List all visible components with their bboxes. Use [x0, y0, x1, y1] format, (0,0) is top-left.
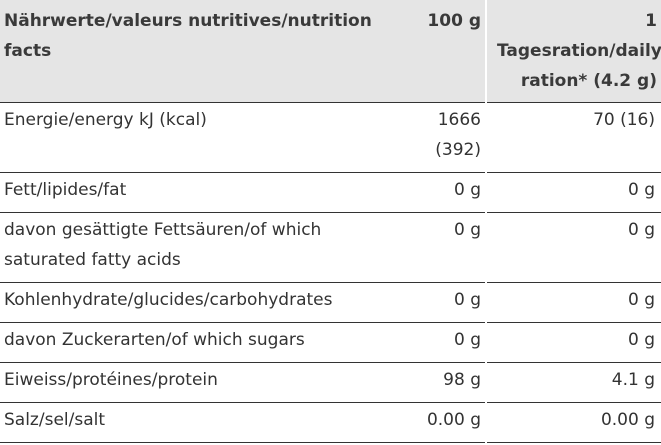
table-row-energy: Energie/energy kJ (kcal) 1666 (392) 70 (1…: [0, 102, 661, 173]
header-daily-ration-column: 1 Tagesration/daily ration* (4.2 g): [486, 0, 661, 103]
per-100g-value: 0 g: [390, 172, 487, 213]
table-row-salt: Salz/sel/salt 0.00 g 0.00 g: [0, 402, 661, 443]
daily-ration-value: 0 g: [486, 172, 661, 213]
nutrient-label: Eiweiss/protéines/protein: [0, 362, 390, 403]
table-row-fat: Fett/lipides/fat 0 g 0 g: [0, 172, 661, 213]
header-per-100g-column: 100 g: [390, 0, 487, 103]
nutrient-label: Fett/lipides/fat: [0, 172, 390, 213]
daily-ration-value: 0.00 g: [486, 402, 661, 443]
table-header-row: Nährwerte/valeurs nutritives/nutrition f…: [0, 0, 661, 103]
nutrient-label: Kohlenhydrate/glucides/carbohydrates: [0, 282, 390, 323]
per-100g-value: 0 g: [390, 322, 487, 363]
table-row-sugars: davon Zuckerarten/of which sugars 0 g 0 …: [0, 322, 661, 363]
nutrient-label: davon gesättigte Fettsäuren/of which sat…: [0, 212, 390, 283]
per-100g-kcal: (392): [435, 139, 481, 160]
table-row-protein: Eiweiss/protéines/protein 98 g 4.1 g: [0, 362, 661, 403]
daily-ration-value: 0 g: [486, 322, 661, 363]
nutrient-label: davon Zuckerarten/of which sugars: [0, 322, 390, 363]
header-label-column: Nährwerte/valeurs nutritives/nutrition f…: [0, 0, 390, 103]
header-ration-label: Tagesration/daily ration* (4.2 g): [497, 41, 661, 91]
per-100g-value: 0 g: [390, 212, 487, 283]
per-100g-kj: 1666: [437, 109, 481, 130]
daily-ration-value: 4.1 g: [486, 362, 661, 403]
per-100g-value: 1666 (392): [390, 102, 487, 173]
nutrient-label: Salz/sel/salt: [0, 402, 390, 443]
table-row-carbohydrates: Kohlenhydrate/glucides/carbohydrates 0 g…: [0, 282, 661, 323]
per-100g-value: 0 g: [390, 282, 487, 323]
per-100g-value: 0.00 g: [390, 402, 487, 443]
nutrient-label: Energie/energy kJ (kcal): [0, 102, 390, 173]
per-100g-value: 98 g: [390, 362, 487, 403]
header-ration-count: 1: [645, 11, 657, 31]
daily-ration-value: 70 (16): [486, 102, 661, 173]
table-row-saturated-fat: davon gesättigte Fettsäuren/of which sat…: [0, 212, 661, 283]
daily-ration-value: 0 g: [486, 212, 661, 283]
daily-ration-value: 0 g: [486, 282, 661, 323]
